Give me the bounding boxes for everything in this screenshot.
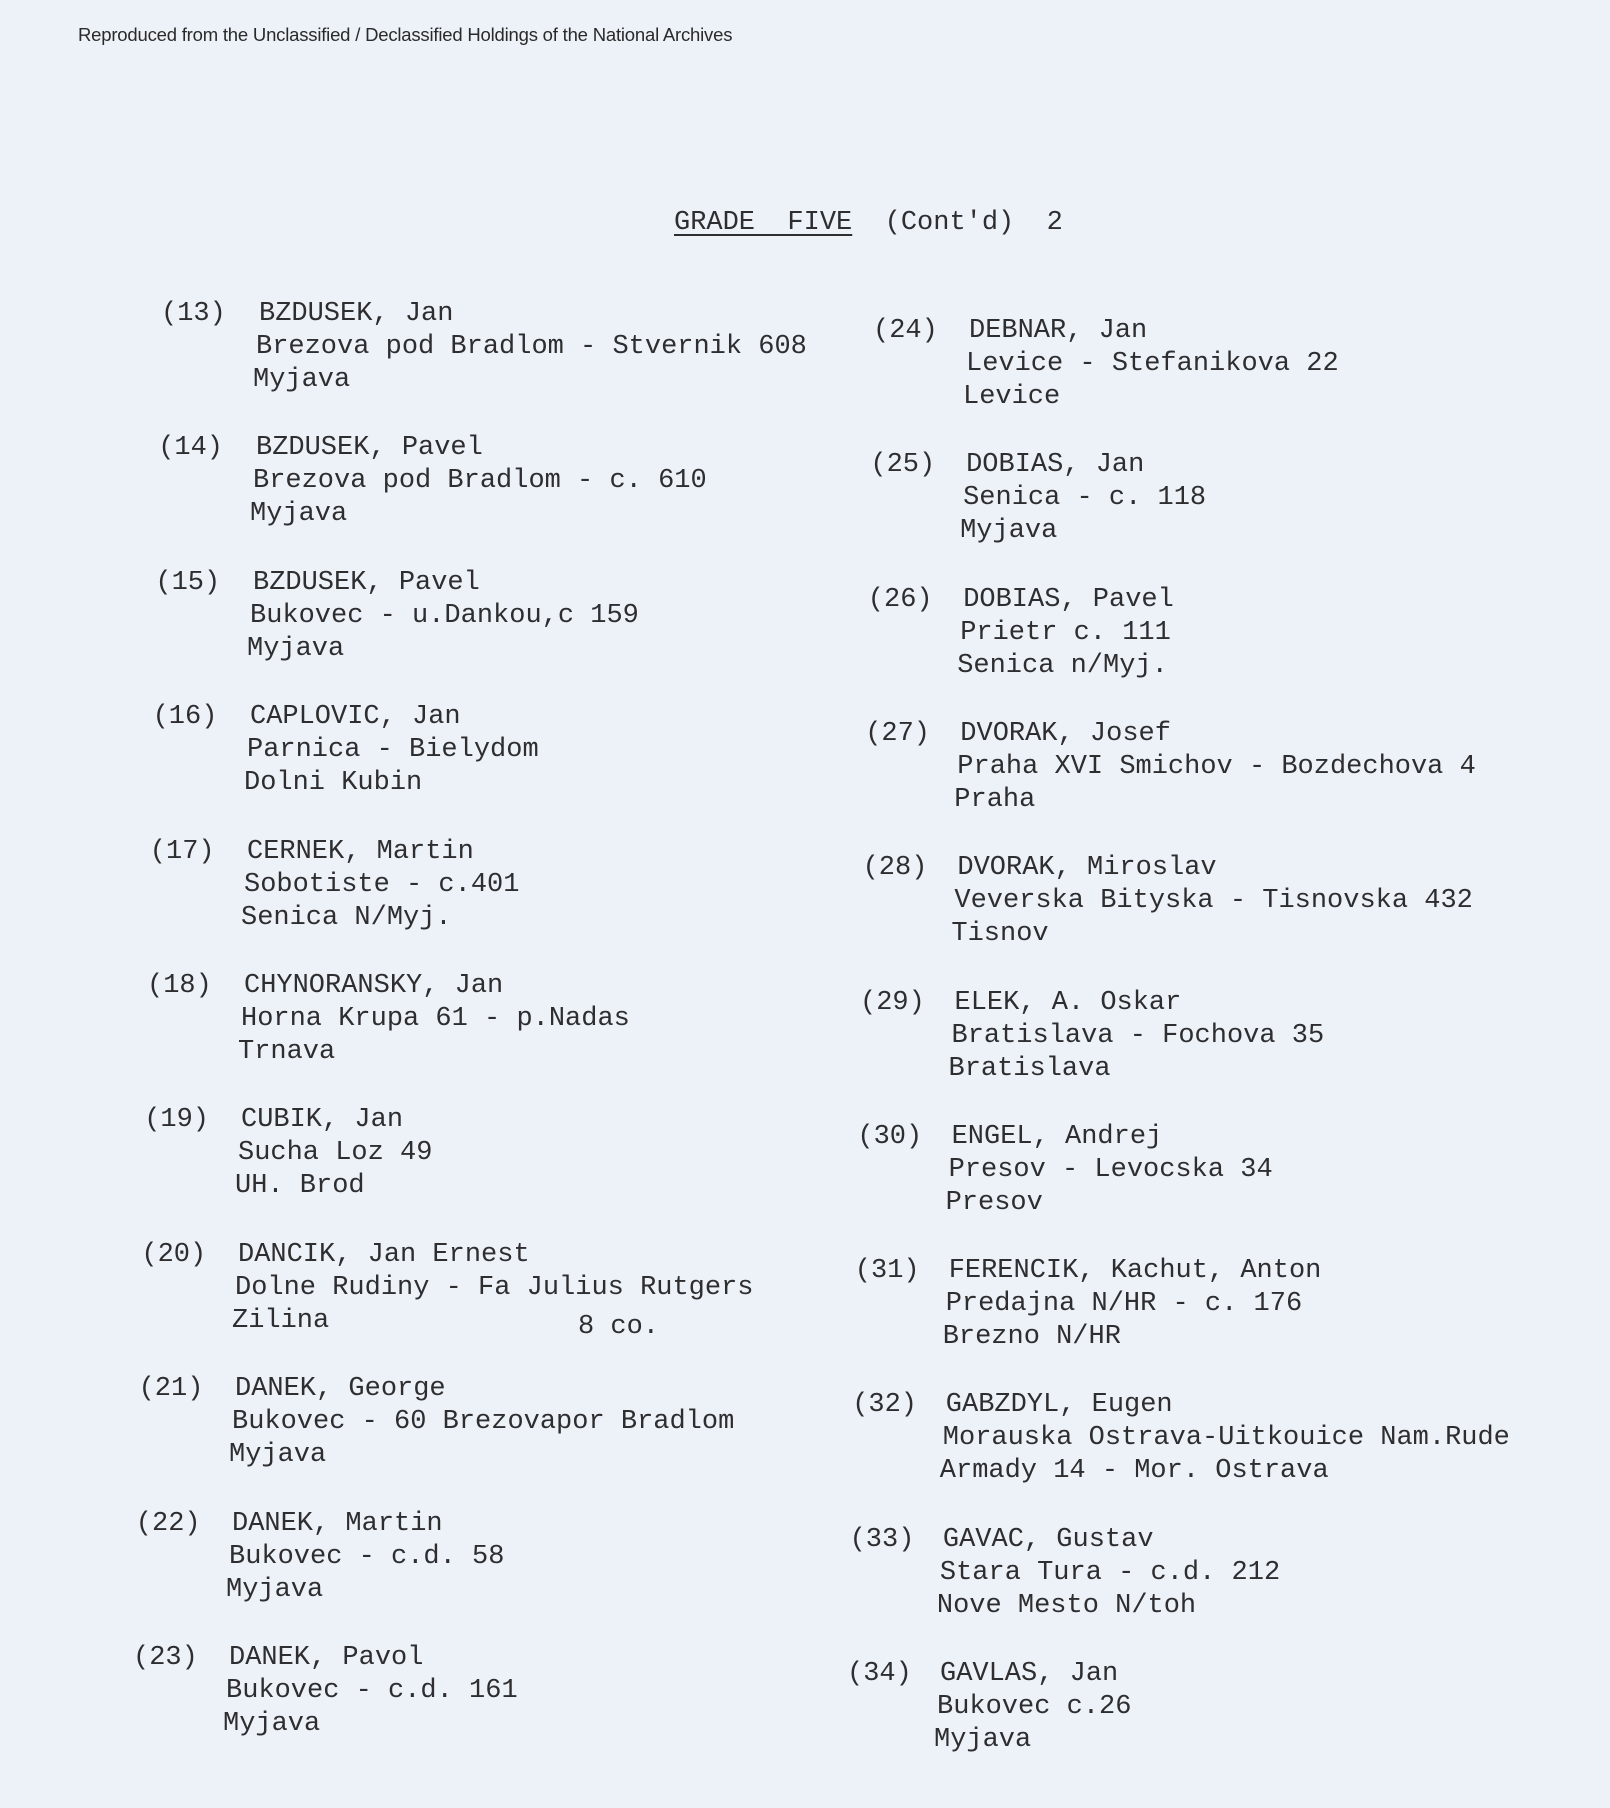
entry-district: UH. Brod	[235, 1171, 365, 1202]
entry-name: DVORAK, Miroslav	[957, 853, 1217, 884]
entry-number: (14)	[158, 433, 223, 464]
entry-district: Myjava	[250, 499, 348, 530]
entry-district: Myjava	[253, 365, 351, 395]
entry-number: (33)	[849, 1524, 915, 1555]
entry-address: Brezova pod Bradlom - Stvernik 608	[256, 332, 807, 362]
page-title: GRADE FIVE (Cont'd) 2	[674, 208, 1063, 238]
entry-address: Predajna N/HR - c. 176	[945, 1289, 1303, 1320]
entry-address: Veverska Bityska - Tisnovska 432	[954, 886, 1473, 917]
entry-address: Stara Tura - c.d. 212	[939, 1557, 1281, 1588]
entry-name: CAPLOVIC, Jan	[250, 702, 461, 733]
entry-district: Myjava	[247, 633, 345, 664]
entry-address: Parnica - Bielydom	[247, 735, 539, 766]
entry-name: DOBIAS, Pavel	[963, 584, 1174, 615]
entry-number: (23)	[133, 1643, 198, 1673]
entry-address: Bukovec - 60 Brezovapor Bradlom	[232, 1407, 735, 1438]
entry-address: Bratislava - Fochova 35	[951, 1020, 1325, 1051]
entry-name: DOBIAS, Jan	[966, 450, 1145, 481]
entry-district: Trnava	[238, 1037, 336, 1067]
entry-district: Praha	[954, 784, 1036, 815]
entry-district: Zilina	[232, 1305, 330, 1336]
entry-district: Tisnov	[951, 919, 1049, 950]
entry-address: Praha XVI Smichov - Bozdechova 4	[957, 751, 1476, 782]
entry-address: Bukovec - u.Dankou,c 159	[250, 600, 639, 631]
entry-district: Bratislava	[948, 1053, 1111, 1084]
entry-district: Senica n/Myj.	[957, 650, 1168, 681]
entry-district: Myjava	[229, 1440, 327, 1471]
entry-district: Myjava	[960, 516, 1058, 547]
entry-address: Bukovec - c.d. 58	[229, 1541, 505, 1572]
entry-number: (19)	[144, 1105, 209, 1136]
entry-address: Prietr c. 111	[960, 617, 1171, 648]
entry-name: DANEK, Pavol	[229, 1643, 424, 1673]
entry-district: Myjava	[934, 1725, 1032, 1755]
entry-name: CHYNORANSKY, Jan	[244, 971, 504, 1001]
entry-address: Levice - Stefanikova 22	[966, 349, 1339, 379]
entry-number: (13)	[161, 299, 226, 329]
entry-number: (25)	[870, 450, 936, 481]
entry-name: GAVAC, Gustav	[942, 1524, 1154, 1555]
entry-number: (16)	[152, 702, 218, 733]
title-heading: GRADE FIVE	[674, 208, 853, 238]
archive-header: Reproduced from the Unclassified / Decla…	[78, 24, 733, 45]
entry-number: (26)	[867, 584, 933, 615]
title-suffix: (Cont'd)	[884, 208, 1015, 238]
entry-district: Senica N/Myj.	[241, 902, 452, 933]
entry-name: DVORAK, Josef	[960, 718, 1171, 749]
entry-number: (27)	[865, 718, 930, 749]
entry-address: Horna Krupa 61 - p.Nadas	[241, 1004, 630, 1034]
entry-name: BZDUSEK, Jan	[259, 299, 454, 329]
entry-name: DEBNAR, Jan	[969, 316, 1148, 346]
entry-number: (18)	[147, 971, 212, 1001]
page-number: 2	[1046, 208, 1063, 238]
entry-number: (15)	[155, 567, 221, 598]
entry-number: (21)	[138, 1374, 204, 1405]
entry-address: Bukovec - c.d. 161	[226, 1676, 518, 1706]
entry-name: FERENCIK, Kachut, Anton	[948, 1256, 1322, 1287]
entry-number: (34)	[847, 1659, 912, 1689]
entry-name: GAVLAS, Jan	[940, 1659, 1119, 1689]
entry-address: Presov - Levocska 34	[948, 1154, 1273, 1185]
entry-name: BZDUSEK, Pavel	[256, 433, 483, 464]
entry-district: Levice	[963, 382, 1061, 412]
entry-name: GABZDYL, Eugen	[945, 1390, 1173, 1421]
entry-address: Morauska Ostrava-Uitkouice Nam.Rude	[942, 1423, 1510, 1454]
entry-name: DANEK, Martin	[232, 1508, 443, 1539]
entry-name: ELEK, A. Oskar	[954, 987, 1182, 1018]
entry-district: Nove Mesto N/toh	[936, 1590, 1197, 1621]
entry-address: Bukovec c.26	[937, 1692, 1132, 1722]
entry-district: Brezno N/HR	[942, 1322, 1121, 1353]
entry-name: ENGEL, Andrej	[951, 1121, 1163, 1152]
entry-district: Myjava	[223, 1709, 321, 1739]
entry-name: CUBIK, Jan	[241, 1105, 404, 1136]
entry-address: Senica - c. 118	[963, 483, 1207, 514]
entry-number: (28)	[862, 853, 928, 884]
entry-number: (29)	[860, 987, 925, 1018]
entry-district: Presov	[945, 1187, 1043, 1218]
entry-name: DANEK, George	[235, 1374, 446, 1405]
entry-number: (22)	[135, 1508, 201, 1539]
entry-number: (20)	[141, 1239, 207, 1270]
entry-number: (32)	[852, 1390, 917, 1421]
entry-name: CERNEK, Martin	[247, 836, 474, 867]
entry-number: (24)	[873, 316, 938, 346]
entry-extra: 8 co.	[578, 1311, 660, 1342]
entry-number: (30)	[857, 1121, 923, 1152]
entry-name: BZDUSEK, Pavel	[253, 567, 480, 598]
entry-district: Dolni Kubin	[244, 768, 423, 799]
entry-address: Dolne Rudiny - Fa Julius Rutgers	[235, 1272, 754, 1303]
entry-district: Armady 14 - Mor. Ostrava	[939, 1456, 1329, 1487]
entry-name: DANCIK, Jan Ernest	[238, 1239, 530, 1270]
entry-number: (17)	[149, 836, 215, 867]
entry-address: Sucha Loz 49	[238, 1138, 433, 1169]
entry-district: Myjava	[226, 1574, 324, 1605]
entry-address: Brezova pod Bradlom - c. 610	[253, 466, 707, 497]
entry-number: (31)	[854, 1256, 920, 1287]
entry-address: Sobotiste - c.401	[244, 869, 520, 900]
